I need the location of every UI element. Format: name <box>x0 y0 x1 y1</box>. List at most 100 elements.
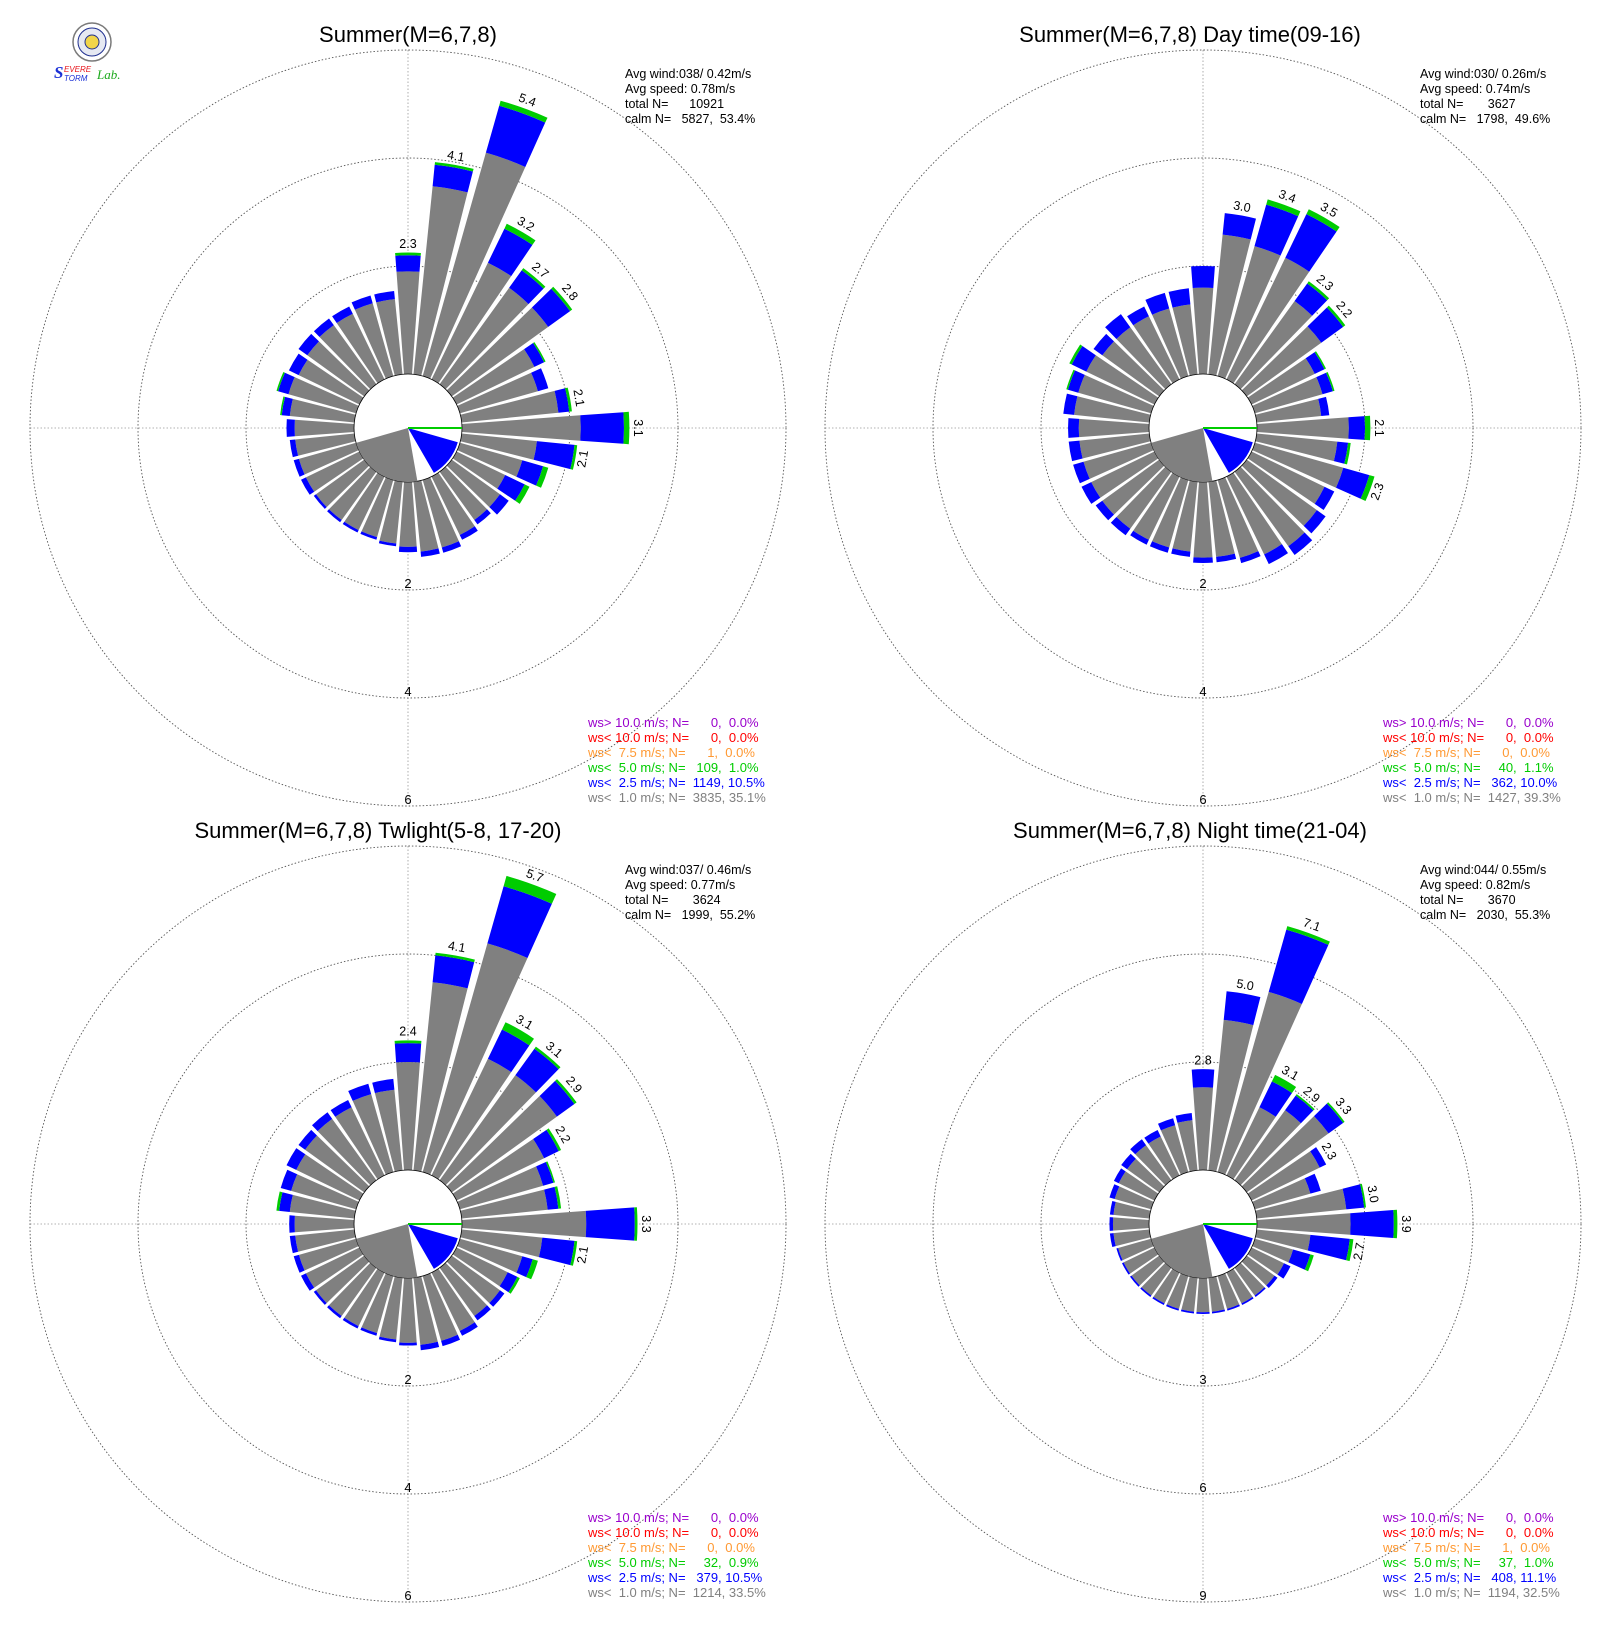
petal-value-label: 2.3 <box>1368 481 1387 502</box>
petal-bar-lt5 <box>634 1207 638 1241</box>
petal-bar-lt5 <box>1314 351 1326 370</box>
petal-bar-lt2_5 <box>332 306 353 323</box>
petal-bar-lt1 <box>1241 326 1322 397</box>
petal-bar-lt1 <box>460 433 537 460</box>
petal-value-label: 5.0 <box>1235 977 1255 994</box>
petal-bar-lt2_5 <box>441 1334 460 1347</box>
petal-value-label: 2.7 <box>1351 1242 1368 1262</box>
petal-bar-lt5 <box>280 396 285 416</box>
petal-bar-lt2_5 <box>1109 1217 1114 1231</box>
petal-bar-lt2_5 <box>281 396 293 416</box>
stats-line: calm N= 1999, 55.2% <box>625 908 755 922</box>
petal-210 <box>1152 1268 1180 1305</box>
petal-320 <box>313 318 377 390</box>
petal-bar-lt2_5 <box>432 955 475 989</box>
petal-bar-lt1 <box>1217 246 1281 379</box>
petal-330 <box>332 306 385 384</box>
petal-bar-lt2_5 <box>509 270 544 305</box>
petal-bar-lt1 <box>1255 398 1322 423</box>
petal-bar-lt1 <box>1234 466 1305 547</box>
petal-bar-lt2_5 <box>515 1048 559 1093</box>
petal-bar-lt5 <box>551 286 573 312</box>
petal-bar-lt2_5 <box>1081 482 1101 504</box>
petal-bar-lt1 <box>1252 377 1323 414</box>
petal-bar-lt1 <box>452 451 506 489</box>
petal-310 <box>298 333 370 397</box>
petal-bar-lt1 <box>1131 1255 1165 1286</box>
petal-230 <box>1095 459 1165 521</box>
petal-bar-lt2_5 <box>1175 1113 1193 1123</box>
petal-300 <box>1113 1168 1159 1201</box>
petal-bar-lt1 <box>439 287 529 390</box>
petal-bar-lt1 <box>1153 1268 1180 1304</box>
legend-entry: ws> 10.0 m/s; N= 0, 0.0% <box>1382 715 1554 730</box>
petal-bar-lt1 <box>1208 1019 1254 1172</box>
petal-bar-lt2_5 <box>1116 1248 1123 1261</box>
petal-bar-lt1 <box>396 1061 420 1171</box>
petal-bar-lt1 <box>298 1238 359 1271</box>
petal-180 <box>399 1277 417 1346</box>
petal-220 <box>327 466 377 523</box>
ring-label: 2 <box>404 576 411 591</box>
petal-190 <box>378 1276 403 1343</box>
petal-bar-lt1 <box>328 466 377 520</box>
petal-bar-lt1 <box>1091 451 1159 498</box>
petal-bar-lt2_5 <box>585 1207 635 1241</box>
petal-bar-lt2_5 <box>420 548 440 557</box>
petal-bar-lt2_5 <box>1303 510 1326 534</box>
petal-150 <box>431 1268 478 1336</box>
petal-bar-lt2_5 <box>1171 548 1191 557</box>
petal-90: 3.9 <box>1256 1209 1413 1239</box>
petal-bar-lt1 <box>399 481 417 547</box>
calm-mean-sector-blue <box>408 1224 458 1269</box>
petal-bar-lt1 <box>1255 1188 1347 1219</box>
petal-300 <box>286 1148 364 1201</box>
petal-260 <box>289 433 356 458</box>
petal-bar-lt1 <box>431 1058 512 1180</box>
petal-bar-lt1 <box>399 1277 417 1343</box>
petal-250 <box>293 442 359 477</box>
petal-bar-lt2_5 <box>1152 1296 1165 1305</box>
wind-rose-panel-2: 2463.03.43.52.32.22.12.3Summer(M=6,7,8) … <box>824 22 1582 807</box>
petal-value-label: 2.1 <box>574 449 591 469</box>
petal-bar-lt1 <box>295 433 356 456</box>
petal-bar-lt2_5 <box>474 1305 491 1321</box>
petal-70 <box>1252 372 1335 414</box>
petal-0 <box>1191 265 1215 375</box>
petal-160 <box>1217 1273 1240 1311</box>
petal-bar-lt1 <box>305 1135 370 1193</box>
petal-bar-lt2_5 <box>485 105 546 167</box>
calm-mean-sector-gray <box>1151 428 1213 483</box>
ring-label: 6 <box>404 1588 411 1603</box>
petal-bar-lt2_5 <box>1342 1184 1365 1210</box>
petal-bar-lt2_5 <box>301 1273 315 1291</box>
petal-bar-lt1 <box>457 1238 523 1273</box>
stats-line: Avg wind:044/ 0.55m/s <box>1420 863 1546 877</box>
petal-bar-lt1 <box>1256 1213 1351 1235</box>
petal-value-label: 7.1 <box>1301 915 1322 934</box>
petal-bar-lt1 <box>344 472 385 531</box>
petal-290 <box>280 1169 359 1210</box>
petal-bar-lt5 <box>435 952 475 963</box>
petal-bar-lt2_5 <box>531 288 571 327</box>
legend-entry: ws< 10.0 m/s; N= 0, 0.0% <box>1382 1525 1554 1540</box>
legend-entry: ws< 7.5 m/s; N= 0, 0.0% <box>1382 745 1550 760</box>
petal-bar-lt2_5 <box>1068 440 1083 462</box>
petal-140 <box>1234 1262 1266 1297</box>
petal-value-label: 2.1 <box>1372 419 1386 436</box>
petal-bar-lt2_5 <box>1093 333 1114 356</box>
petal-bar-lt2_5 <box>1294 283 1328 316</box>
petal-bar-lt5 <box>536 466 549 488</box>
petal-170 <box>413 1276 440 1351</box>
petal-bar-lt1 <box>457 1166 544 1210</box>
petal-bar-lt2_5 <box>286 1148 306 1170</box>
petal-bar-lt1 <box>1255 1229 1311 1251</box>
petal-bar-lt1 <box>289 1194 356 1219</box>
petal-bar-lt1 <box>1133 472 1180 540</box>
petal-value-label: 3.3 <box>639 1215 653 1232</box>
petal-bar-lt1 <box>1083 442 1154 479</box>
petal-bar-lt2_5 <box>1304 1173 1321 1194</box>
petal-value-label: 3.0 <box>1364 1184 1381 1204</box>
petal-200 <box>360 1273 394 1336</box>
ring-label: 2 <box>404 1372 411 1387</box>
